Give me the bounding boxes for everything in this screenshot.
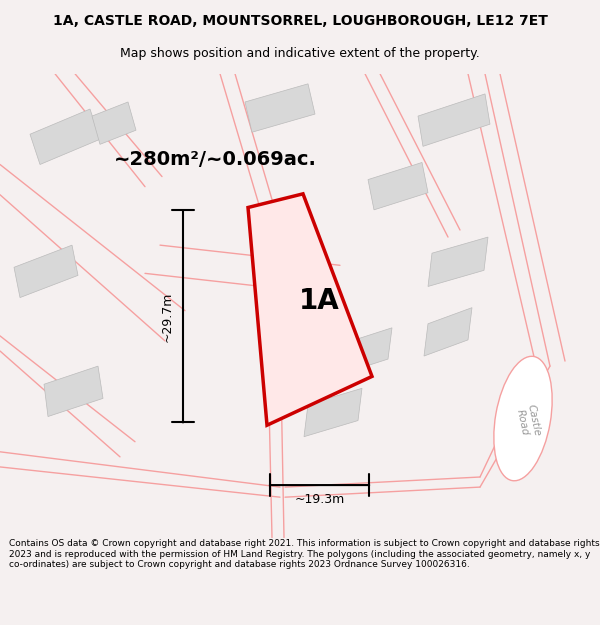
Text: ~19.3m: ~19.3m	[295, 492, 344, 506]
Polygon shape	[428, 237, 488, 286]
Polygon shape	[44, 366, 103, 416]
Ellipse shape	[494, 356, 552, 481]
Text: Map shows position and indicative extent of the property.: Map shows position and indicative extent…	[120, 47, 480, 59]
Polygon shape	[338, 328, 392, 375]
Polygon shape	[30, 109, 100, 164]
Text: 1A, CASTLE ROAD, MOUNTSORREL, LOUGHBOROUGH, LE12 7ET: 1A, CASTLE ROAD, MOUNTSORREL, LOUGHBOROU…	[53, 14, 547, 28]
Polygon shape	[424, 308, 472, 356]
Text: Castle
Road: Castle Road	[514, 404, 542, 439]
Text: ~280m²/~0.069ac.: ~280m²/~0.069ac.	[113, 150, 316, 169]
Polygon shape	[14, 245, 78, 298]
Text: Contains OS data © Crown copyright and database right 2021. This information is : Contains OS data © Crown copyright and d…	[9, 539, 599, 569]
Text: 1A: 1A	[299, 287, 340, 315]
Polygon shape	[245, 84, 315, 132]
Polygon shape	[418, 94, 490, 146]
Polygon shape	[92, 102, 136, 144]
Polygon shape	[368, 162, 428, 210]
Polygon shape	[248, 194, 372, 425]
Polygon shape	[304, 388, 362, 437]
Text: ~29.7m: ~29.7m	[161, 291, 173, 341]
